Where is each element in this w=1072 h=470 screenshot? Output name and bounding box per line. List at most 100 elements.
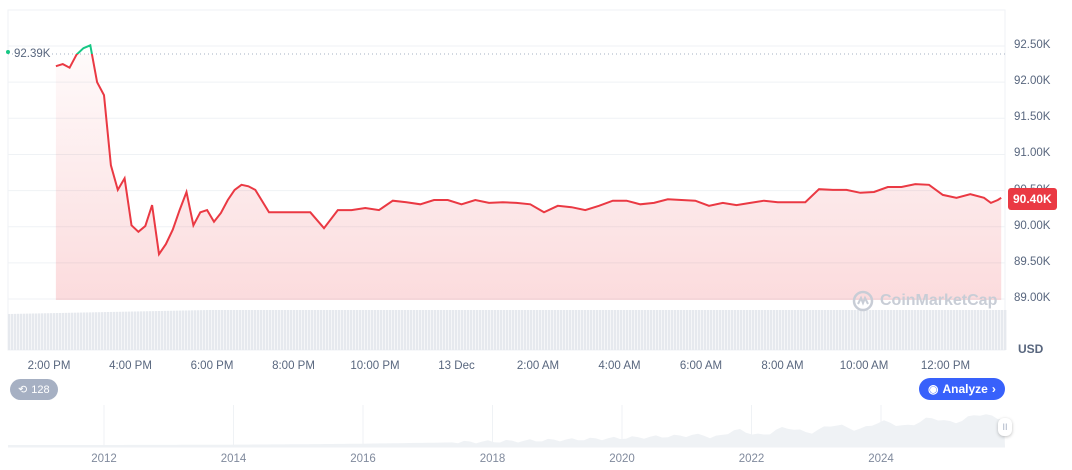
navigator-handle[interactable]: II: [998, 418, 1012, 436]
volume-bar: [914, 310, 917, 350]
volume-bar: [95, 312, 98, 350]
volume-bar: [44, 313, 47, 350]
volume-bar: [875, 310, 878, 350]
volume-bar: [1001, 310, 1004, 350]
volume-bar: [881, 310, 884, 350]
volume-bar: [428, 310, 431, 350]
volume-bar: [203, 310, 206, 350]
volume-bar: [896, 310, 899, 350]
volume-bar: [464, 310, 467, 350]
volume-bar: [800, 310, 803, 350]
volume-bar: [710, 310, 713, 350]
volume-bar: [35, 313, 38, 350]
volume-bar: [71, 312, 74, 350]
volume-bar: [152, 311, 155, 350]
volume-bar: [863, 310, 866, 350]
volume-bar: [494, 310, 497, 350]
volume-bar: [398, 310, 401, 350]
navigator-year-label: 2022: [738, 453, 765, 465]
volume-bar: [338, 310, 341, 350]
history-button[interactable]: ⟲ 128: [10, 379, 58, 400]
volume-bar: [233, 310, 236, 350]
volume-bar: [404, 310, 407, 350]
x-tick-label: 4:00 AM: [598, 360, 641, 372]
volume-bar: [701, 310, 704, 350]
volume-bar: [560, 310, 563, 350]
volume-bar: [425, 310, 428, 350]
volume-bar: [920, 310, 923, 350]
volume-bar: [830, 310, 833, 350]
volume-bar: [680, 310, 683, 350]
volume-bar: [161, 310, 164, 350]
volume-bar: [644, 310, 647, 350]
volume-bar: [389, 310, 392, 350]
analyze-label: Analyze: [942, 382, 988, 396]
volume-bar: [320, 310, 323, 350]
volume-bar: [479, 310, 482, 350]
volume-bar: [641, 310, 644, 350]
volume-bar: [68, 312, 71, 350]
volume-bar: [482, 310, 485, 350]
volume-bar: [803, 310, 806, 350]
volume-bar: [611, 310, 614, 350]
volume-bar: [833, 310, 836, 350]
volume-bar: [218, 310, 221, 350]
volume-bar: [38, 313, 41, 350]
volume-bar: [572, 310, 575, 350]
analyze-button[interactable]: ◉ Analyze ›: [919, 378, 1005, 400]
volume-bar: [149, 311, 152, 350]
volume-bar: [422, 310, 425, 350]
volume-bar: [290, 310, 293, 350]
volume-bar: [893, 310, 896, 350]
volume-bar: [14, 313, 17, 350]
volume-bar: [344, 310, 347, 350]
volume-bar: [500, 310, 503, 350]
volume-bar: [146, 311, 149, 350]
volume-bar: [776, 310, 779, 350]
volume-bar: [752, 310, 755, 350]
x-tick-label: 13 Dec: [438, 360, 475, 372]
volume-bar: [98, 312, 101, 350]
volume-bar: [296, 310, 299, 350]
volume-bar: [89, 312, 92, 350]
volume-bar: [599, 310, 602, 350]
volume-bar: [695, 310, 698, 350]
volume-bar: [140, 311, 143, 350]
volume-bar: [65, 312, 68, 350]
volume-bar: [377, 310, 380, 350]
volume-bar: [626, 310, 629, 350]
volume-bar: [380, 310, 383, 350]
volume-bar: [245, 310, 248, 350]
volume-bar: [650, 310, 653, 350]
volume-bar: [461, 310, 464, 350]
volume-bar: [158, 311, 161, 350]
volume-bar: [908, 310, 911, 350]
volume-bar: [515, 310, 518, 350]
volume-bar: [971, 310, 974, 350]
volume-bar: [839, 310, 842, 350]
volume-bar: [854, 310, 857, 350]
volume-bar: [770, 310, 773, 350]
volume-bar: [23, 313, 26, 350]
volume-bar: [392, 310, 395, 350]
volume-bar: [713, 310, 716, 350]
history-icon: ⟲: [18, 384, 28, 396]
volume-bar: [683, 310, 686, 350]
volume-bar: [605, 310, 608, 350]
volume-bar: [596, 310, 599, 350]
volume-bar: [356, 310, 359, 350]
volume-bar: [956, 310, 959, 350]
volume-bar: [887, 310, 890, 350]
volume-bar: [446, 310, 449, 350]
volume-bar: [860, 310, 863, 350]
volume-bar: [785, 310, 788, 350]
volume-bar: [791, 310, 794, 350]
volume-bar: [623, 310, 626, 350]
volume-bar: [869, 310, 872, 350]
volume-bar: [440, 310, 443, 350]
volume-bar: [110, 311, 113, 350]
volume-bar: [593, 310, 596, 350]
volume-bar: [827, 310, 830, 350]
volume-bar: [704, 310, 707, 350]
